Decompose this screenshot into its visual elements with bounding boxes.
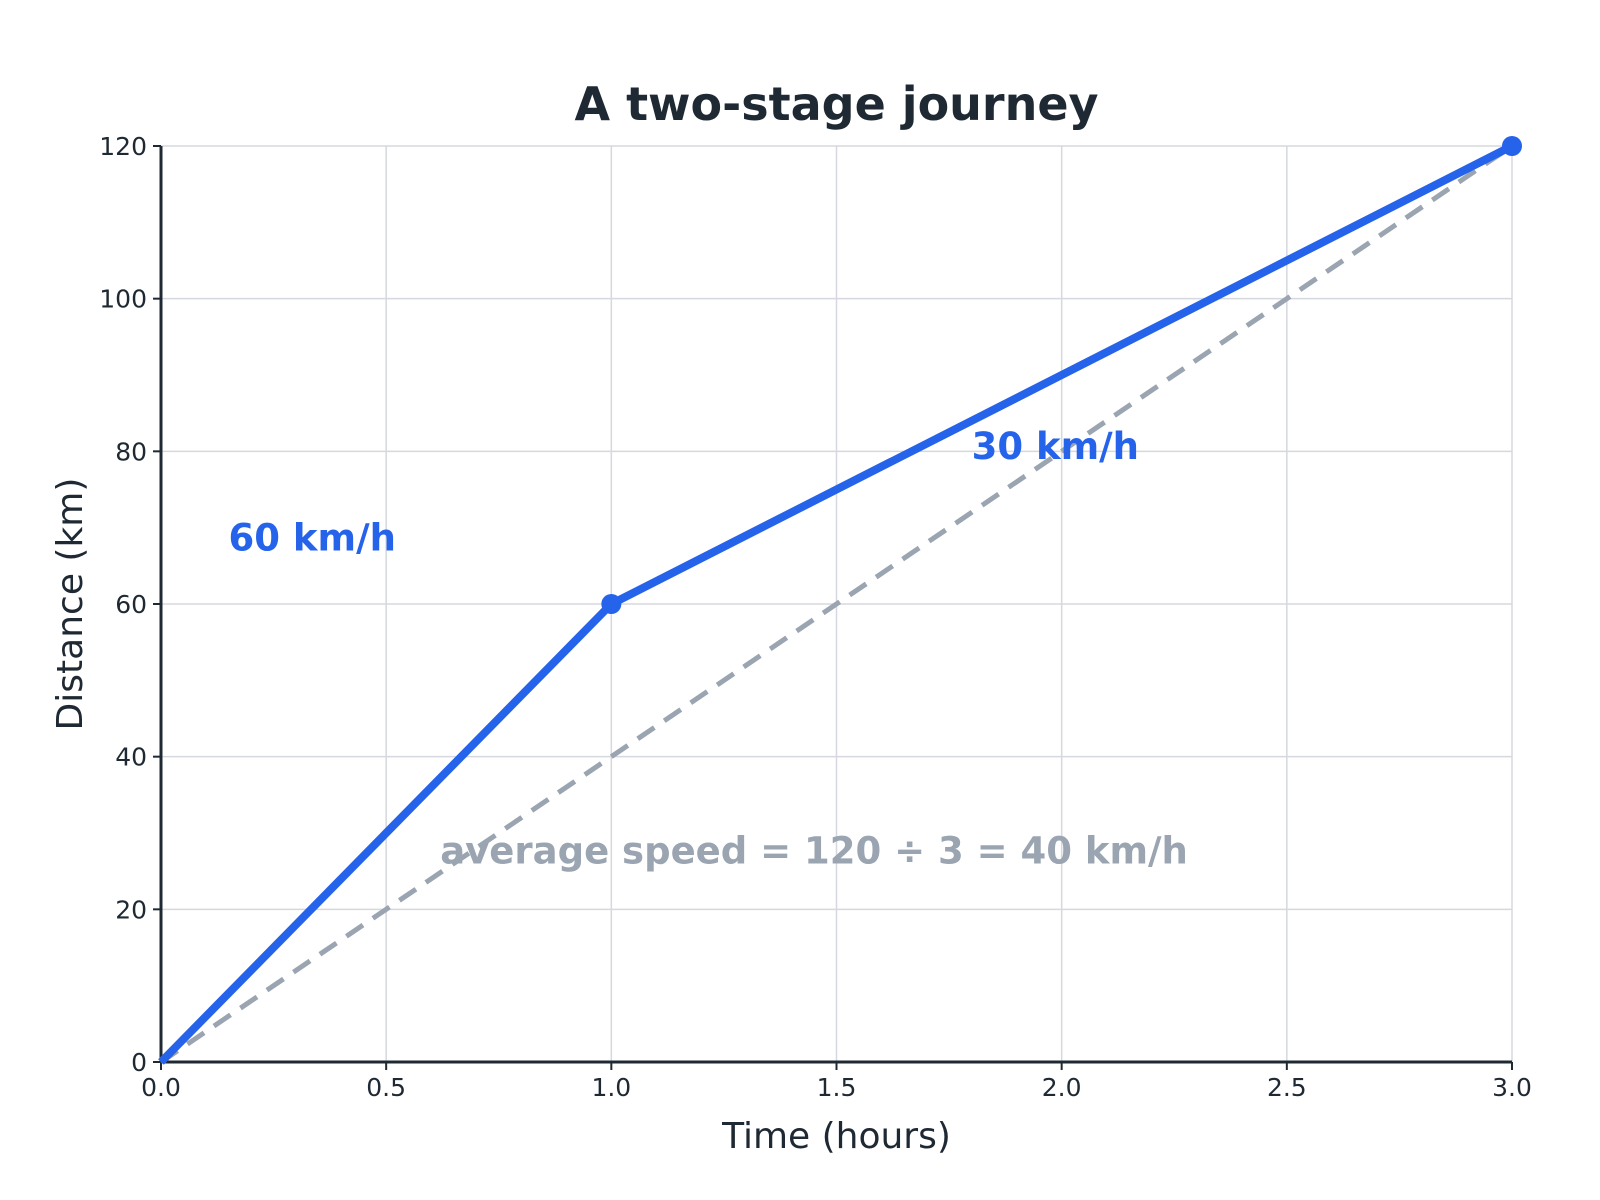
y-tick-label: 120 (99, 132, 147, 161)
ticks: 0.0 0.5 1.0 1.5 2.0 2.5 3.0 0 20 40 60 80 100 120 (99, 132, 1532, 1102)
average-speed-line (159, 143, 1514, 1065)
journey-point (601, 594, 622, 614)
y-tick-label: 60 (115, 590, 147, 619)
x-tick-label: 3.0 (1492, 1073, 1532, 1102)
y-tick-label: 40 (115, 743, 147, 772)
annotations: 60 km/h 30 km/h average speed = 120 ÷ 3 = … (229, 425, 1188, 873)
annotation-label: 60 km/h (229, 517, 396, 560)
x-tick-label: 1.5 (817, 1073, 857, 1102)
x-tick-label: 0.5 (366, 1073, 406, 1102)
x-tick-label: 0.0 (141, 1073, 181, 1102)
y-tick-label: 20 (115, 895, 147, 924)
x-tick-label: 2.5 (1267, 1073, 1307, 1102)
y-tick-label: 80 (115, 437, 147, 466)
series (158, 136, 1522, 1065)
y-axis-label: Distance (km) (50, 478, 91, 731)
annotation-label: average speed = 120 ÷ 3 = 40 km/h (440, 830, 1188, 873)
y-tick-label: 0 (131, 1048, 147, 1077)
x-axis-label: Time (hours) (721, 1116, 951, 1157)
x-tick-label: 2.0 (1042, 1073, 1082, 1102)
x-tick-label: 1.0 (591, 1073, 631, 1102)
chart-title: A two-stage journey (574, 77, 1098, 131)
annotation-label: 30 km/h (972, 425, 1139, 468)
y-tick-label: 100 (99, 285, 147, 314)
journey-point (1502, 136, 1522, 156)
